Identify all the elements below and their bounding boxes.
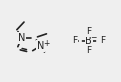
Text: +: +	[43, 39, 49, 48]
Text: F: F	[86, 46, 91, 55]
Text: N: N	[37, 41, 44, 51]
Text: −: −	[90, 33, 96, 42]
Text: B: B	[85, 36, 92, 46]
Text: N: N	[18, 33, 25, 43]
Text: F: F	[86, 27, 91, 36]
Text: F: F	[100, 36, 105, 46]
Text: F: F	[72, 36, 77, 46]
